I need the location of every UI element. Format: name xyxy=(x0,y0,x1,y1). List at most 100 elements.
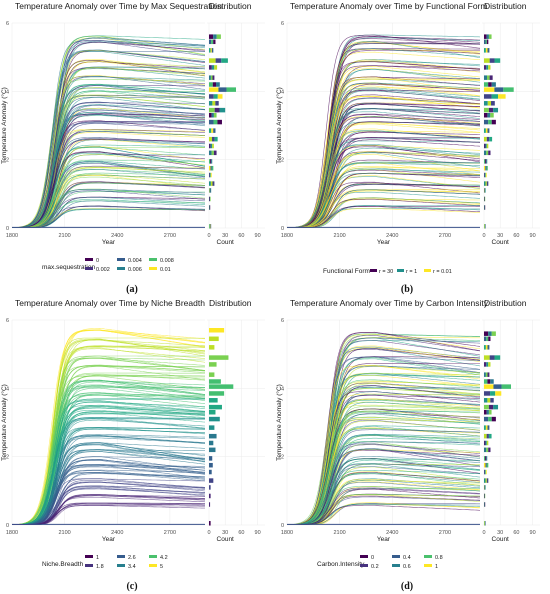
distribution-bar xyxy=(209,328,225,333)
legend-swatch xyxy=(360,555,368,558)
series-line xyxy=(12,115,205,228)
distribution-bar xyxy=(213,119,218,125)
x-axis-label: Year xyxy=(102,239,116,246)
series-line xyxy=(287,458,480,525)
x-tick-label: 2100 xyxy=(59,233,71,239)
legend-title: Niche.Breadth xyxy=(42,561,84,568)
distribution-bar xyxy=(484,345,486,350)
dist-x-tick-label: 30 xyxy=(222,233,228,239)
distribution-bar xyxy=(487,372,490,377)
series-line xyxy=(287,97,480,228)
y-tick-label: 6 xyxy=(281,318,284,324)
distribution-bar xyxy=(209,136,213,142)
distribution-bar xyxy=(209,75,211,80)
y-tick-label: 0 xyxy=(281,226,284,232)
chart-panel: Temperature Anomaly over Time by Max Seq… xyxy=(0,1,265,295)
series-line xyxy=(12,329,205,525)
distribution-bar xyxy=(209,94,214,99)
distribution-bar xyxy=(487,113,491,118)
series-line xyxy=(287,51,480,228)
distribution-bar xyxy=(209,379,221,384)
distribution-title: Distribution xyxy=(484,1,527,11)
distribution-bar xyxy=(486,447,489,453)
distribution-bar xyxy=(486,440,489,446)
legend-label: 1 xyxy=(96,555,99,561)
distribution-bar xyxy=(484,205,485,210)
series-line xyxy=(287,488,480,525)
x-axis-label: Year xyxy=(102,536,116,543)
distribution-bar xyxy=(209,107,215,113)
x-tick-label: 2400 xyxy=(386,233,398,239)
distribution-bar xyxy=(484,521,485,526)
distribution-bar xyxy=(488,107,494,113)
distribution-bar xyxy=(488,119,492,125)
distribution-bar xyxy=(486,34,489,39)
series-line xyxy=(287,502,480,525)
distribution-bar xyxy=(488,362,491,367)
distribution-bar xyxy=(484,469,486,475)
distribution-bar xyxy=(486,136,490,142)
legend-label: 0.8 xyxy=(435,555,443,561)
x-tick-label: 2100 xyxy=(334,530,346,536)
distribution-bar xyxy=(484,456,486,461)
distribution-bar xyxy=(486,433,489,439)
distribution-bar xyxy=(484,355,490,360)
distribution-bar xyxy=(209,355,229,360)
series-line xyxy=(12,418,205,525)
series-line xyxy=(287,145,480,228)
panel-label: (d) xyxy=(401,581,413,592)
x-tick-label: 2400 xyxy=(386,530,398,536)
legend-label: 5 xyxy=(160,564,163,570)
distribution-bar xyxy=(490,398,494,403)
distribution-bar xyxy=(486,478,489,483)
series-line xyxy=(12,169,205,228)
series-line xyxy=(12,434,205,525)
distribution-bar xyxy=(209,469,212,475)
series-line xyxy=(12,138,205,228)
y-axis-label: Temperature Anomaly (°C) xyxy=(0,384,8,461)
distribution-bar xyxy=(495,391,502,396)
y-tick-label: 2 xyxy=(281,455,284,461)
distribution-bar xyxy=(216,34,221,39)
distribution-bar xyxy=(212,82,217,87)
dist-x-tick-label: 30 xyxy=(222,530,228,536)
distribution-bar xyxy=(484,101,488,106)
series-line xyxy=(12,153,205,228)
distribution-bar xyxy=(211,159,213,164)
distribution-bar xyxy=(484,188,486,193)
legend-label: 1.8 xyxy=(96,564,104,570)
series-line xyxy=(287,66,480,228)
distribution-bar xyxy=(209,165,211,171)
y-tick-label: 2 xyxy=(6,455,9,461)
legend-label: 4.2 xyxy=(160,555,168,561)
distribution-bar xyxy=(484,462,486,468)
distribution-bar xyxy=(488,416,492,422)
distribution-bar xyxy=(488,336,491,342)
distribution-bar xyxy=(211,113,214,118)
x-tick-label: 1800 xyxy=(6,530,18,536)
distribution-title: Distribution xyxy=(484,298,527,308)
distribution-bar xyxy=(489,355,495,360)
distribution-bar xyxy=(221,58,228,63)
distribution-bar xyxy=(486,410,489,415)
distribution-bar xyxy=(486,65,489,70)
y-tick-label: 6 xyxy=(281,21,284,27)
y-tick-label: 4 xyxy=(6,89,9,95)
distribution-bar xyxy=(487,48,490,53)
distribution-bar xyxy=(209,58,216,63)
series-line xyxy=(287,425,480,525)
legend-label: 0.4 xyxy=(403,555,411,561)
distribution-bar xyxy=(484,159,486,164)
y-axis-label: Temperature Anomaly (°C) xyxy=(275,384,283,461)
distribution-bar xyxy=(484,205,485,210)
series-line xyxy=(12,444,205,525)
distribution-bar xyxy=(501,384,511,389)
distribution-bar xyxy=(209,205,210,210)
distribution-bar xyxy=(209,172,210,178)
distribution-bar xyxy=(209,362,217,367)
legend-swatch xyxy=(149,267,157,270)
distribution-bar xyxy=(485,159,487,164)
series-line xyxy=(287,60,480,228)
series-line xyxy=(12,364,205,525)
distribution-bar xyxy=(484,119,489,125)
